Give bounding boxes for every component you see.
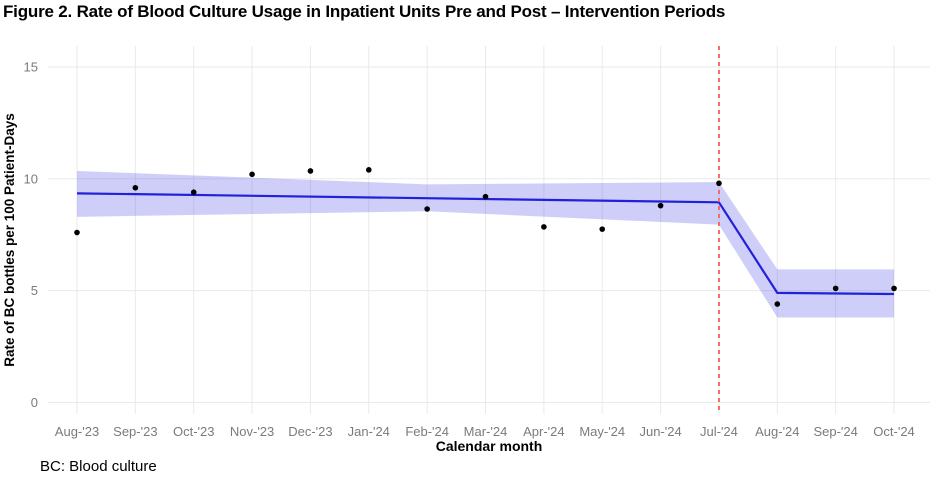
data-point: [774, 301, 781, 307]
y-axis-title: Rate of BC bottles per 100 Patient-Days: [2, 113, 17, 367]
y-tick-label: 10: [24, 171, 38, 186]
data-point: [307, 168, 314, 174]
x-tick-label: Feb-'24: [405, 424, 449, 439]
y-tick-label: 5: [31, 283, 38, 298]
data-point: [832, 285, 839, 292]
x-tick-label: May-'24: [579, 424, 625, 439]
data-point: [482, 193, 489, 200]
confidence-band: [77, 170, 895, 318]
y-tick-labels: 0 5 10 15: [24, 59, 38, 410]
x-tick-label: Sep-'23: [113, 424, 157, 439]
data-point: [132, 184, 139, 191]
x-tick-label: Apr-'24: [523, 424, 565, 439]
data-point: [541, 224, 547, 230]
data-point: [657, 202, 664, 209]
x-tick-label: Oct-'23: [173, 424, 215, 439]
data-point: [190, 189, 197, 196]
x-tick-label: Mar-'24: [464, 424, 508, 439]
x-tick-label: Oct-'24: [873, 424, 915, 439]
data-point: [366, 167, 372, 173]
data-point: [716, 180, 722, 187]
x-tick-label: Jan-'24: [348, 424, 390, 439]
x-tick-label: Jun-'24: [639, 424, 681, 439]
figure-title: Figure 2. Rate of Blood Culture Usage in…: [3, 2, 726, 21]
x-tick-labels: Aug-'23 Sep-'23 Oct-'23 Nov-'23 Dec-'23 Jan-'…: [55, 424, 915, 439]
data-point: [891, 285, 897, 292]
x-tick-label: Jul-'24: [700, 424, 738, 439]
data-point: [74, 229, 80, 236]
gridlines: [48, 46, 930, 414]
x-tick-label: Sep-'24: [813, 424, 857, 439]
observed-data-points: [74, 167, 897, 307]
fitted-regression-line: [76, 192, 895, 296]
footnote-abbreviation: BC: Blood culture: [40, 458, 157, 475]
data-point: [599, 226, 606, 232]
x-tick-label: Dec-'23: [288, 424, 332, 439]
x-tick-label: Aug-'24: [755, 424, 799, 439]
x-axis-title: Calendar month: [436, 438, 543, 454]
x-tick-label: Aug-'23: [55, 424, 99, 439]
data-point: [249, 171, 255, 178]
x-tick-label: Nov-'23: [230, 424, 274, 439]
y-tick-label: 15: [24, 59, 38, 74]
data-point: [424, 206, 430, 212]
y-tick-label: 0: [31, 395, 38, 410]
